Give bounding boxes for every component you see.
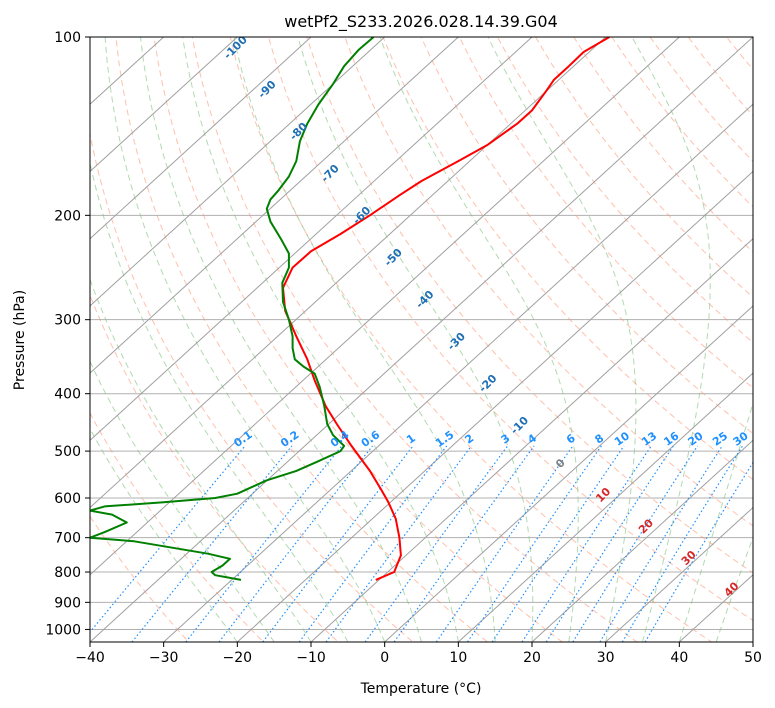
- y-axis-label: Pressure (hPa): [12, 290, 28, 390]
- mixing-ratio-line: [262, 445, 414, 642]
- x-tick-label: 50: [744, 650, 762, 666]
- x-axis-ticks: −40 −30 −20 −10 0 10 20 30 40 50: [75, 642, 762, 666]
- y-tick-label: 300: [54, 313, 81, 329]
- series-layer: [90, 37, 610, 581]
- moist-adiabat: [297, 37, 534, 642]
- y-tick-label: 500: [54, 444, 81, 460]
- x-tick-label: 30: [597, 650, 615, 666]
- plot-frame: [89, 36, 754, 643]
- moist-adiabat: [90, 160, 349, 642]
- mixing-ratio-line: [621, 445, 744, 642]
- dry-adiabat: [382, 37, 753, 481]
- isotherm: [90, 37, 312, 240]
- moist-adiabat: [182, 37, 459, 642]
- y-tick-label: 700: [54, 531, 81, 547]
- y-tick-label: 600: [54, 491, 81, 507]
- y-axis-ticks: 100 200 300 400 500 600 700 800 900 1000: [45, 30, 90, 638]
- mixing-ratio-line: [644, 461, 753, 642]
- mixing-ratio-line: [218, 445, 373, 642]
- mixing-ratio-line: [545, 445, 674, 642]
- x-tick-label: −10: [296, 650, 326, 666]
- dry-adiabat: [420, 37, 753, 435]
- mixing-ratio-label: 36: [751, 429, 771, 449]
- isotherm: [90, 37, 459, 374]
- isotherm: [236, 170, 753, 642]
- isotherm: [310, 237, 753, 642]
- x-tick-label: 10: [449, 650, 467, 666]
- mixing-ratio-line: [393, 445, 535, 642]
- y-tick-label: 200: [54, 208, 81, 224]
- dry-adiabat: [268, 37, 753, 622]
- dry-adiabat: [306, 37, 753, 574]
- moist-adiabat: [104, 37, 386, 642]
- x-tick-label: 0: [380, 650, 389, 666]
- y-tick-label: 1000: [45, 622, 81, 638]
- isotherm: [384, 305, 753, 642]
- mixing-ratio-line: [298, 445, 448, 642]
- isotherm: [90, 37, 238, 173]
- moist-adiabat: [233, 37, 496, 642]
- dry-adiabat: [153, 37, 564, 642]
- mixing-ratio-line: [90, 445, 246, 633]
- x-tick-label: −20: [223, 650, 253, 666]
- mixing-ratio-line: [185, 445, 343, 642]
- dry-adiabat: [115, 37, 489, 642]
- mixing-ratio-line: [599, 445, 723, 642]
- isotherm: [531, 439, 753, 642]
- mixing-ratio-line: [364, 445, 509, 642]
- isotherm: [163, 103, 753, 642]
- x-axis-label: Temperature (°C): [360, 681, 482, 697]
- x-tick-label: −40: [75, 650, 105, 666]
- mixing-ratio-line: [491, 445, 625, 642]
- y-tick-label: 100: [54, 30, 81, 46]
- dry-adiabat: [90, 131, 414, 642]
- dry-adiabat: [344, 37, 753, 527]
- series-line: [90, 37, 375, 581]
- dry-adiabat: [90, 412, 265, 642]
- moist-adiabat: [487, 37, 637, 642]
- mixing-ratio-line: [572, 445, 699, 642]
- moist-adiabat: [715, 535, 753, 642]
- mixing-ratio-line: [521, 445, 652, 642]
- y-tick-label: 800: [54, 565, 81, 581]
- y-tick-label: 400: [54, 387, 81, 403]
- moist-adiabat: [678, 401, 753, 642]
- moist-adiabat: [90, 427, 238, 642]
- moist-adiabat: [379, 37, 579, 642]
- isotherm: [605, 506, 753, 642]
- mixing-ratio-line: [466, 445, 602, 642]
- moist-adiabat: [90, 360, 275, 642]
- mixing-ratio-line: [435, 445, 574, 642]
- isotherm: [90, 37, 753, 642]
- moist-adiabat: [140, 37, 422, 642]
- dry-adiabat: [458, 37, 753, 389]
- x-tick-label: −30: [149, 650, 179, 666]
- dry-adiabat: [191, 37, 638, 642]
- isotherm: [90, 37, 386, 307]
- dry-adiabat: [229, 37, 713, 642]
- y-tick-label: 900: [54, 595, 81, 611]
- isotherm: [457, 372, 753, 642]
- moist-adiabat: [631, 37, 711, 642]
- x-tick-label: 40: [670, 650, 688, 666]
- background-lines: [90, 37, 753, 642]
- x-tick-label: 20: [523, 650, 541, 666]
- isotherm: [90, 37, 533, 442]
- isotherm: [90, 37, 607, 509]
- chart-title: wetPf2_S233.2026.028.14.39.G04: [284, 12, 558, 32]
